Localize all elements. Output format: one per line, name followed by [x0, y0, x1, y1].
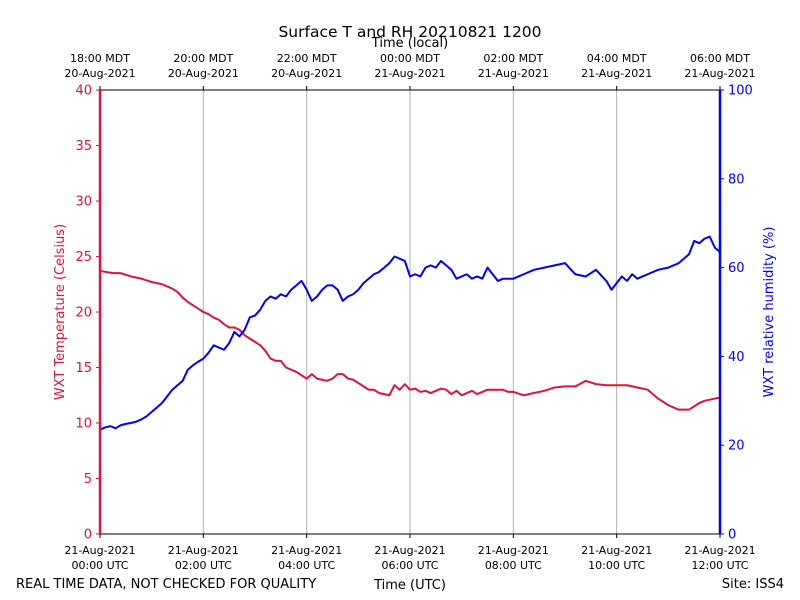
bottom-tick-time-6: 12:00 UTC — [691, 559, 748, 572]
right-tick-label-2: 40 — [728, 350, 745, 365]
top-axis-label: Time (local) — [371, 36, 448, 51]
left-tick-label-6: 30 — [75, 195, 92, 210]
top-tick-time-2: 22:00 MDT — [277, 52, 337, 65]
bottom-tick-date-5: 21-Aug-2021 — [581, 544, 652, 557]
right-tick-label-5: 100 — [728, 84, 753, 99]
bottom-tick-date-4: 21-Aug-2021 — [478, 544, 549, 557]
temperature-series-line — [99, 269, 721, 411]
right-tick-label-4: 80 — [728, 172, 745, 187]
left-tick-label-5: 25 — [75, 250, 92, 265]
top-tick-date-2: 20-Aug-2021 — [271, 67, 342, 80]
top-tick-date-4: 21-Aug-2021 — [478, 67, 549, 80]
left-tick-label-7: 35 — [75, 139, 92, 154]
right-tick-label-0: 0 — [728, 528, 736, 543]
bottom-tick-date-1: 21-Aug-2021 — [168, 544, 239, 557]
right-tick-label-1: 20 — [728, 439, 745, 454]
top-tick-time-6: 06:00 MDT — [690, 52, 750, 65]
left-axis-label: WXT Temperature (Celsius) — [53, 224, 68, 400]
top-tick-time-5: 04:00 MDT — [587, 52, 647, 65]
bottom-tick-time-2: 04:00 UTC — [278, 559, 335, 572]
top-tick-time-4: 02:00 MDT — [483, 52, 543, 65]
top-tick-date-3: 21-Aug-2021 — [374, 67, 445, 80]
left-tick-label-4: 20 — [75, 306, 92, 321]
bottom-axis-label: Time (UTC) — [373, 578, 446, 593]
grid-lines — [202, 90, 618, 534]
top-tick-date-1: 20-Aug-2021 — [168, 67, 239, 80]
right-axis-label: WXT relative humidity (%) — [762, 227, 777, 398]
top-tick-date-0: 20-Aug-2021 — [64, 67, 135, 80]
top-axis-ticks: 18:00 MDT 20-Aug-2021 20:00 MDT 20-Aug-2021… — [64, 52, 756, 90]
left-tick-label-8: 40 — [75, 84, 92, 99]
right-axis-ticks: 0 20 40 60 80 100 — [720, 84, 753, 543]
left-tick-label-1: 5 — [84, 472, 92, 487]
bottom-tick-date-6: 21-Aug-2021 — [684, 544, 755, 557]
chart-title: Surface T and RH 20210821 1200 — [278, 23, 541, 41]
site-label: Site: ISS4 — [722, 577, 784, 592]
top-tick-date-5: 21-Aug-2021 — [581, 67, 652, 80]
top-tick-time-0: 18:00 MDT — [70, 52, 130, 65]
bottom-tick-date-3: 21-Aug-2021 — [374, 544, 445, 557]
quality-disclaimer: REAL TIME DATA, NOT CHECKED FOR QUALITY — [16, 577, 316, 592]
humidity-series-line — [99, 235, 721, 431]
left-tick-label-3: 15 — [75, 361, 92, 376]
bottom-tick-date-2: 21-Aug-2021 — [271, 544, 342, 557]
left-tick-label-0: 0 — [84, 528, 92, 543]
bottom-tick-time-5: 10:00 UTC — [588, 559, 645, 572]
bottom-tick-time-1: 02:00 UTC — [175, 559, 232, 572]
top-tick-time-3: 00:00 MDT — [380, 52, 440, 65]
bottom-tick-time-0: 00:00 UTC — [71, 559, 128, 572]
bottom-tick-time-4: 08:00 UTC — [485, 559, 542, 572]
right-tick-label-3: 60 — [728, 261, 745, 276]
top-tick-date-6: 21-Aug-2021 — [684, 67, 755, 80]
bottom-tick-date-0: 21-Aug-2021 — [64, 544, 135, 557]
bottom-axis-ticks: 21-Aug-2021 00:00 UTC 21-Aug-2021 02:00 UTC… — [64, 534, 756, 572]
left-axis-ticks: 0 5 10 15 20 25 30 35 40 — [75, 84, 100, 543]
bottom-tick-time-3: 06:00 UTC — [381, 559, 438, 572]
left-tick-label-2: 10 — [75, 417, 92, 432]
top-tick-time-1: 20:00 MDT — [173, 52, 233, 65]
series-layer — [99, 235, 721, 431]
